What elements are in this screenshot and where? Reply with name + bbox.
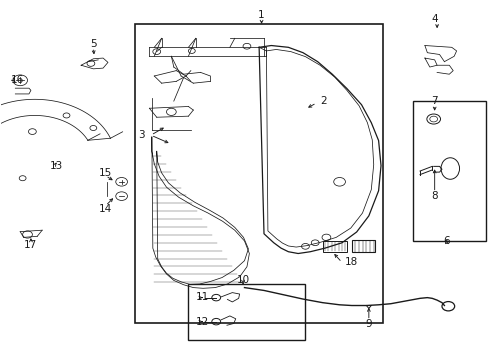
Text: 13: 13 [49, 161, 62, 171]
Text: 6: 6 [443, 236, 449, 246]
Text: 18: 18 [345, 257, 358, 267]
Text: 12: 12 [195, 317, 208, 327]
Text: 1: 1 [258, 10, 264, 20]
Text: 9: 9 [365, 319, 371, 329]
Bar [188, 284, 305, 339]
Text: 15: 15 [99, 168, 112, 178]
Text: 10: 10 [236, 275, 249, 285]
Text: 5: 5 [90, 39, 97, 49]
Bar [412, 101, 485, 241]
Text: 14: 14 [99, 204, 112, 214]
Text: 3: 3 [138, 130, 144, 140]
Text: 4: 4 [430, 14, 437, 24]
Bar [135, 24, 383, 323]
Bar [323, 241, 346, 252]
Text: 16: 16 [10, 75, 23, 85]
Text: 11: 11 [195, 292, 208, 302]
Bar [351, 240, 374, 252]
Text: 17: 17 [24, 240, 38, 250]
Text: 7: 7 [430, 96, 437, 106]
Text: 8: 8 [430, 191, 437, 201]
Text: 2: 2 [320, 96, 326, 106]
